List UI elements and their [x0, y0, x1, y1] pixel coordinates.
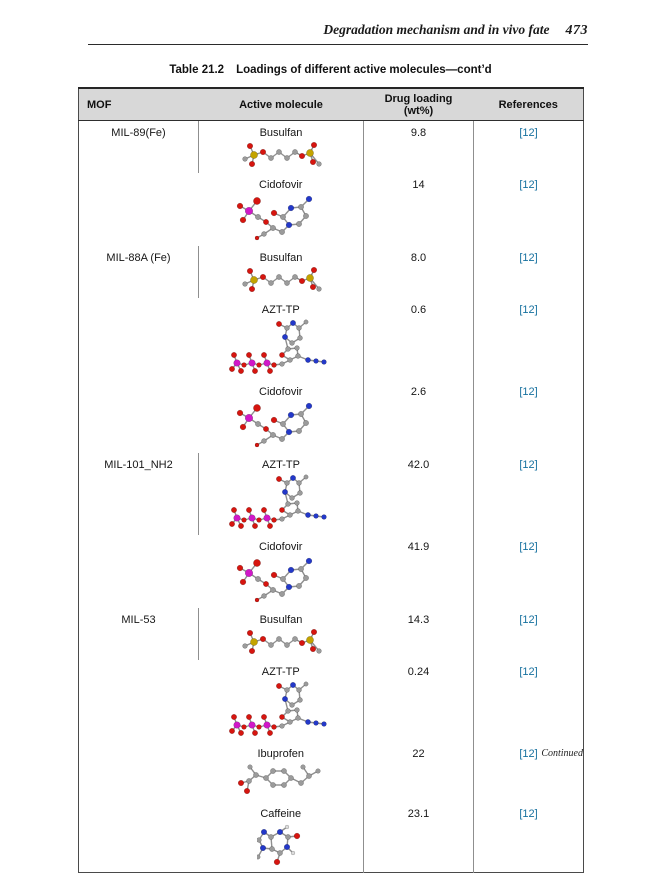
active-molecule-cell: Cidofovir: [199, 173, 364, 246]
azttp-molecule-image: [228, 319, 327, 374]
reference-cell: [12]: [473, 608, 584, 660]
table-row: MIL-88A (Fe) Busulfan 8.0 [12]: [79, 246, 584, 298]
column-header-references: References: [473, 87, 584, 121]
page-root: Degradation mechanism and in vivo fate 47…: [78, 22, 588, 873]
reference-link[interactable]: [12]: [519, 179, 538, 191]
azttp-molecule-image: [229, 474, 327, 529]
drug-loading-value: 0.6: [363, 298, 474, 380]
reference-link[interactable]: [12]: [519, 459, 538, 471]
active-molecule-cell: AZT-TP: [199, 660, 364, 742]
table-row: MIL-53 Busulfan 14.3 [12]: [79, 608, 584, 660]
reference-link[interactable]: [12]: [519, 252, 538, 264]
molecule-name: Busulfan: [259, 614, 303, 626]
table-body: MIL-89(Fe) Busulfan 9.8 [12] Cidofovir 14 [12]…: [79, 120, 584, 873]
reference-cell: [12]: [473, 246, 584, 298]
loadings-table: MOF Active molecule Drug loading (wt%) R…: [78, 87, 584, 873]
busulfan-molecule-image: [242, 142, 322, 168]
reference-link[interactable]: [12]: [519, 748, 538, 760]
reference-link[interactable]: [12]: [519, 666, 538, 678]
cidofovir-molecule-image: [236, 557, 312, 603]
caffeine-molecule-image: [256, 824, 300, 866]
molecule-name: Cidofovir: [259, 386, 303, 398]
reference-cell: [12]: [473, 742, 584, 802]
active-molecule-cell: AZT-TP: [199, 298, 364, 380]
molecule-name: Cidofovir: [259, 541, 303, 553]
reference-cell: [12]: [473, 120, 584, 173]
active-molecule-cell: AZT-TP: [198, 453, 364, 535]
drug-loading-value: 41.9: [363, 535, 474, 608]
reference-link[interactable]: [12]: [519, 614, 538, 626]
drug-loading-value: 14.3: [363, 608, 474, 660]
molecule-name: AZT-TP: [262, 459, 300, 471]
column-header-mof: MOF: [78, 87, 199, 121]
active-molecule-cell: Busulfan: [198, 608, 364, 660]
active-molecule-cell: Busulfan: [198, 120, 364, 173]
column-header-drug-loading: Drug loading (wt%): [363, 87, 474, 121]
drug-loading-value: 23.1: [363, 802, 474, 873]
table-title-text: Loadings of different active molecules—c…: [236, 64, 492, 76]
molecule-name: Cidofovir: [259, 179, 303, 191]
drug-loading-value: 9.8: [363, 120, 474, 173]
mof-cell: MIL-101_NH2: [104, 459, 173, 471]
reference-cell: [12]: [473, 173, 584, 246]
drug-loading-value: 14: [363, 173, 474, 246]
drug-loading-value: 42.0: [363, 453, 474, 535]
reference-link[interactable]: [12]: [519, 304, 538, 316]
reference-link[interactable]: [12]: [519, 541, 538, 553]
table-row: Cidofovir 2.6 [12]: [79, 380, 584, 453]
molecule-name: Ibuprofen: [257, 748, 304, 760]
ibuprofen-molecule-image: [237, 764, 321, 795]
azttp-molecule-image: [228, 681, 327, 736]
busulfan-molecule-image: [242, 629, 322, 655]
molecule-name: Busulfan: [259, 127, 303, 139]
column-header-active-molecule: Active molecule: [198, 87, 364, 121]
molecule-name: AZT-TP: [261, 666, 300, 678]
reference-cell: [12]: [473, 380, 584, 453]
reference-cell: [12]: [473, 802, 584, 873]
active-molecule-cell: Cidofovir: [199, 380, 364, 453]
running-head: Degradation mechanism and in vivo fate 47…: [88, 22, 588, 45]
cidofovir-molecule-image: [236, 195, 312, 241]
busulfan-molecule-image: [242, 267, 322, 293]
molecule-name: Busulfan: [259, 252, 303, 264]
molecule-name: AZT-TP: [261, 304, 300, 316]
active-molecule-cell: Ibuprofen: [199, 742, 364, 802]
running-head-title: Degradation mechanism and in vivo fate: [323, 22, 550, 37]
drug-loading-value: 0.24: [363, 660, 474, 742]
mof-cell: MIL-88A (Fe): [106, 252, 171, 264]
reference-cell: [12]: [473, 298, 584, 380]
table-row: Cidofovir 14 [12]: [79, 173, 584, 246]
drug-loading-value: 22: [363, 742, 474, 802]
table-row: MIL-101_NH2 AZT-TP 42.0 [12]: [79, 453, 584, 535]
page-number: 473: [565, 23, 588, 38]
table-number-label: Table 21.2: [169, 64, 225, 76]
table-row: AZT-TP 0.24 [12]: [79, 660, 584, 742]
continued-label: Continued: [541, 748, 583, 759]
table-row: MIL-89(Fe) Busulfan 9.8 [12]: [79, 120, 584, 173]
table-header-row: MOF Active molecule Drug loading (wt%) R…: [78, 87, 584, 121]
molecule-name: Caffeine: [260, 808, 302, 820]
reference-link[interactable]: [12]: [519, 808, 538, 820]
reference-link[interactable]: [12]: [519, 386, 538, 398]
reference-cell: [12]: [473, 453, 584, 535]
reference-cell: [12]: [473, 535, 584, 608]
mof-cell: MIL-89(Fe): [111, 127, 166, 139]
table-title: Table 21.2 Loadings of different active m…: [78, 64, 583, 76]
active-molecule-cell: Caffeine: [199, 802, 364, 873]
cidofovir-molecule-image: [236, 402, 312, 448]
reference-link[interactable]: [12]: [519, 127, 538, 139]
drug-loading-value: 2.6: [363, 380, 474, 453]
table-row: Ibuprofen 22 [12]: [79, 742, 584, 802]
reference-cell: [12]: [473, 660, 584, 742]
mof-cell: MIL-53: [121, 614, 156, 626]
active-molecule-cell: Busulfan: [198, 246, 364, 298]
active-molecule-cell: Cidofovir: [199, 535, 364, 608]
table-row: Cidofovir 41.9 [12]: [79, 535, 584, 608]
drug-loading-value: 8.0: [363, 246, 474, 298]
table-row: AZT-TP 0.6 [12]: [79, 298, 584, 380]
